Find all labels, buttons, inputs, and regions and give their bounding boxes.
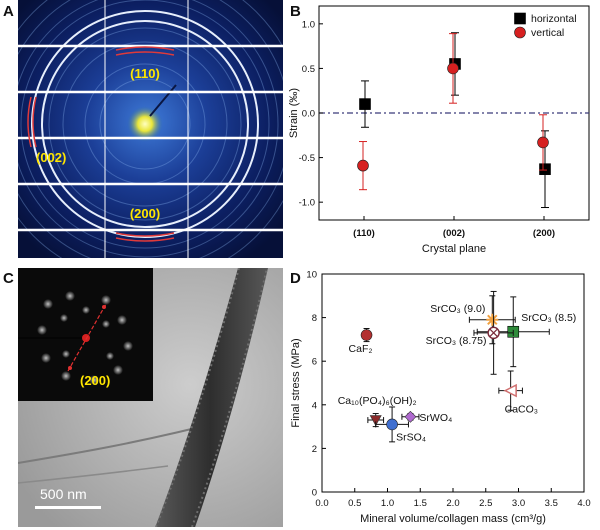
- point-label: Ca₁₀(PO₄)₆(OH)₂: [338, 395, 417, 407]
- scale-bar-label: 500 nm: [40, 486, 87, 502]
- point-label: SrCO₃ (8.75): [426, 335, 487, 347]
- stress-chart: 0.0 0.5 1.0 1.5 2.0 2.5 3.0 3.5 4.0 0 2 4 6 8 10 Minera…: [290, 270, 591, 526]
- panel-letter-d: D: [290, 270, 301, 287]
- y-tick-label: 6: [312, 357, 317, 368]
- data-point: [503, 383, 517, 398]
- y-tick-label: 4: [312, 400, 317, 411]
- scale-bar: [35, 506, 101, 509]
- panel-letter-c: C: [3, 270, 14, 287]
- y-tick-label: -1.0: [299, 198, 315, 209]
- x-tick-label: (110): [353, 228, 375, 239]
- x-tick-label: 2.5: [479, 498, 492, 509]
- y-axis-label: Strain (‰): [288, 88, 300, 138]
- y-tick-label: 0: [312, 488, 317, 499]
- data-point: [487, 326, 500, 340]
- y-tick-label: 0.0: [302, 109, 315, 120]
- diffraction-pattern-image: (110) (002) (200): [18, 0, 283, 258]
- x-tick-label: 1.0: [381, 498, 394, 509]
- panel-letter-a: A: [3, 3, 14, 20]
- point-label: SrSO₄: [396, 431, 426, 443]
- y-tick-label: 8: [312, 313, 317, 324]
- y-tick-label: 0.5: [302, 64, 315, 75]
- y-tick-label: 10: [306, 270, 317, 281]
- x-tick-label: 0.0: [315, 498, 328, 509]
- x-tick-label: 3.5: [545, 498, 558, 509]
- strain-chart: -1.0 -0.5 0.0 0.5 1.0 (110) (002) (200) Crystal …: [288, 5, 590, 255]
- x-tick-label: 0.5: [348, 498, 361, 509]
- x-tick-label: (200): [533, 228, 555, 239]
- data-point: [486, 313, 499, 326]
- x-axis-label: Crystal plane: [422, 243, 486, 255]
- x-tick-label: 2.0: [446, 498, 459, 509]
- y-axis-label: Final stress (MPa): [290, 338, 302, 427]
- point-label: CaF₂: [349, 343, 373, 355]
- data-point: [369, 415, 382, 427]
- legend-marker-vertical: [514, 26, 526, 39]
- label-002: (002): [36, 150, 66, 165]
- x-tick-label: 3.0: [512, 498, 525, 509]
- x-tick-label: (002): [443, 228, 465, 239]
- panel-letter-b: B: [290, 3, 301, 20]
- point-label: SrWO₄: [419, 412, 452, 424]
- data-point-vertical: [447, 62, 459, 75]
- point-label: SrCO₃ (8.5): [521, 312, 576, 324]
- data-point: [386, 418, 398, 431]
- data-point: [404, 410, 417, 423]
- legend-label-vertical: vertical: [531, 27, 564, 39]
- legend-marker-horizontal: [514, 12, 526, 25]
- data-point-horizontal: [359, 98, 371, 110]
- y-tick-label: 1.0: [302, 19, 315, 30]
- inset-label-200: (200): [80, 373, 110, 388]
- x-tick-label: 4.0: [577, 498, 590, 509]
- data-point: [360, 329, 373, 341]
- data-point-vertical: [537, 136, 549, 149]
- point-label: CaCO₃: [505, 404, 538, 416]
- label-110: (110): [130, 66, 160, 81]
- legend-label-horizontal: horizontal: [531, 13, 577, 25]
- y-tick-label: -0.5: [299, 153, 315, 164]
- point-label: SrCO₃ (9.0): [430, 303, 485, 315]
- x-tick-label: 1.5: [414, 498, 427, 509]
- label-200: (200): [130, 206, 160, 221]
- tem-image: (200) 500 nm: [18, 268, 283, 527]
- x-axis-label: Mineral volume/collagen mass (cm³/g): [360, 513, 546, 525]
- y-tick-label: 2: [312, 444, 317, 455]
- data-point-vertical: [357, 159, 369, 172]
- data-point-horizontal: [539, 163, 551, 175]
